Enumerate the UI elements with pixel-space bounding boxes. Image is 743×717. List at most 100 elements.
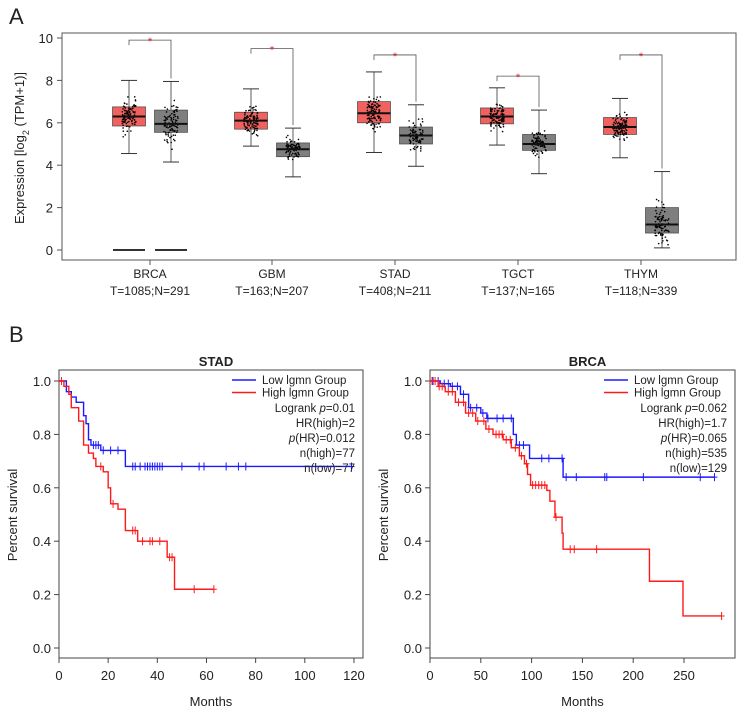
jitter-point xyxy=(619,123,622,125)
jitter-point xyxy=(665,229,667,232)
jitter-point xyxy=(623,121,626,124)
jitter-point xyxy=(412,122,415,124)
jitter-point xyxy=(537,131,540,134)
jitter-point xyxy=(490,123,493,125)
censor-mark xyxy=(95,441,102,450)
jitter-point xyxy=(295,144,297,147)
x-tick-label: 250 xyxy=(673,668,695,683)
jitter-point xyxy=(614,122,617,125)
jitter-point xyxy=(254,122,256,124)
jitter-point xyxy=(371,106,374,109)
jitter-point xyxy=(132,105,134,108)
jitter-point xyxy=(537,139,539,142)
jitter-point xyxy=(287,134,289,137)
jitter-point xyxy=(246,129,249,132)
jitter-point xyxy=(168,115,171,118)
category-counts: T=137;N=165 xyxy=(481,284,555,298)
jitter-point xyxy=(416,146,418,149)
jitter-point xyxy=(172,134,175,136)
jitter-point xyxy=(619,115,621,118)
censor-mark xyxy=(520,441,527,450)
jitter-point xyxy=(376,106,379,108)
x-tick-label: 20 xyxy=(101,668,115,683)
panel-label-b: B xyxy=(9,322,24,347)
jitter-point xyxy=(370,115,372,118)
significance-marker: * xyxy=(639,51,644,63)
jitter-point xyxy=(166,118,169,120)
jitter-point xyxy=(662,240,664,242)
jitter-point xyxy=(421,118,424,120)
jitter-point xyxy=(615,129,617,132)
jitter-point xyxy=(124,134,127,136)
jitter-point xyxy=(133,96,136,98)
jitter-point xyxy=(538,140,540,143)
jitter-point xyxy=(127,117,129,120)
category-label: BRCA xyxy=(133,267,166,281)
jitter-point xyxy=(286,140,288,143)
significance-marker: * xyxy=(516,72,521,84)
jitter-point xyxy=(285,144,288,147)
x-tick-label: 150 xyxy=(572,668,594,683)
jitter-point xyxy=(493,127,495,129)
jitter-point xyxy=(625,129,628,132)
jitter-point xyxy=(288,153,291,156)
jitter-point xyxy=(413,124,416,127)
jitter-point xyxy=(123,118,125,121)
censor-mark xyxy=(139,537,146,546)
stat-text: p(HR)=0.065 xyxy=(660,433,727,445)
jitter-point xyxy=(289,145,291,148)
censor-mark xyxy=(149,537,156,546)
jitter-point xyxy=(368,106,371,108)
jitter-point xyxy=(659,234,662,236)
jitter-point xyxy=(165,111,168,113)
jitter-point xyxy=(620,118,622,121)
censor-mark xyxy=(156,537,163,546)
jitter-point xyxy=(654,225,657,227)
jitter-point xyxy=(121,122,124,125)
censor-mark xyxy=(545,454,552,463)
jitter-point xyxy=(621,129,624,132)
censor-mark xyxy=(449,387,456,396)
jitter-point xyxy=(298,145,301,148)
jitter-point xyxy=(420,124,422,127)
jitter-point xyxy=(251,112,253,115)
jitter-point xyxy=(657,218,660,220)
jitter-point xyxy=(491,108,494,110)
jitter-point xyxy=(171,148,173,151)
jitter-point xyxy=(255,125,257,127)
jitter-point xyxy=(531,140,533,143)
jitter-point xyxy=(659,233,662,235)
jitter-point xyxy=(413,126,415,128)
x-tick-label: 40 xyxy=(150,668,164,683)
jitter-point xyxy=(539,141,542,144)
jitter-point xyxy=(256,114,258,117)
jitter-point xyxy=(132,110,134,113)
jitter-point xyxy=(243,118,246,120)
jitter-point xyxy=(613,136,615,139)
jitter-point xyxy=(661,229,663,232)
jitter-point xyxy=(130,130,132,132)
jitter-point xyxy=(253,124,255,127)
jitter-point xyxy=(499,125,501,128)
jitter-point xyxy=(413,138,416,141)
panel-label-a: A xyxy=(9,4,24,29)
jitter-point xyxy=(122,124,124,126)
jitter-point xyxy=(411,132,414,134)
censor-mark xyxy=(485,425,492,434)
jitter-point xyxy=(378,108,380,111)
jitter-point xyxy=(660,219,663,222)
jitter-point xyxy=(654,215,657,218)
censor-mark xyxy=(159,462,166,471)
jitter-point xyxy=(122,130,125,133)
jitter-point xyxy=(165,126,168,129)
jitter-point xyxy=(531,150,534,153)
jitter-point xyxy=(616,131,618,133)
jitter-point xyxy=(164,132,167,134)
jitter-point xyxy=(409,132,412,135)
jitter-point xyxy=(534,150,536,153)
jitter-point xyxy=(253,121,255,124)
stat-text: Logrank p=0.062 xyxy=(640,403,727,415)
jitter-point xyxy=(658,226,661,228)
jitter-point xyxy=(173,113,175,116)
